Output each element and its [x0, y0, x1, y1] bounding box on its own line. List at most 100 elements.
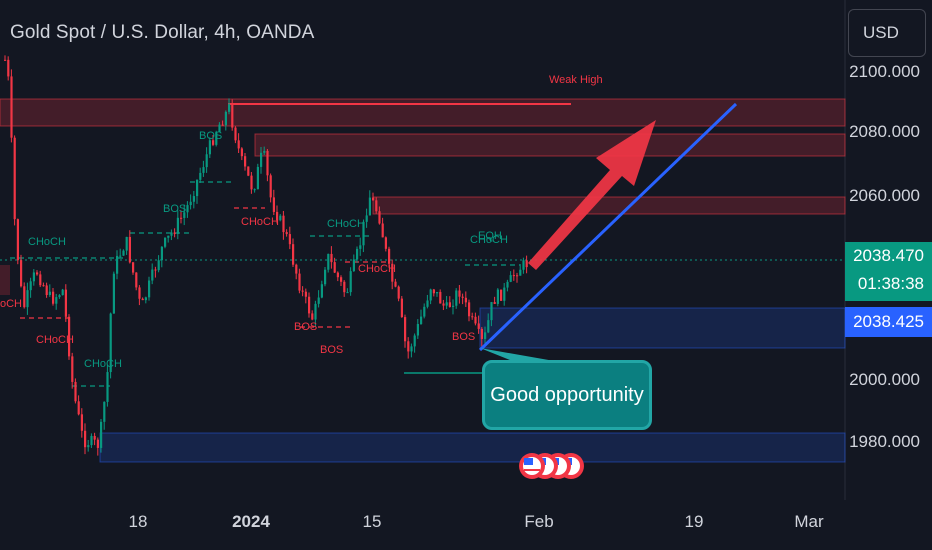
time-tick: 18	[128, 512, 148, 531]
candle-body	[71, 356, 74, 382]
candle-body	[176, 217, 179, 234]
candle-body	[404, 317, 407, 342]
candle-body	[189, 201, 192, 206]
candle-body	[253, 189, 256, 191]
candle-body	[317, 297, 320, 304]
choch-label: CHoCH	[470, 234, 508, 246]
candle-body	[381, 223, 384, 238]
choch-label: CHoCH	[28, 236, 66, 248]
candle-body	[192, 196, 195, 202]
candle-body	[29, 281, 32, 291]
candle-body	[138, 287, 141, 299]
callout-box[interactable]: Good opportunity	[482, 360, 652, 430]
candle-body	[285, 232, 288, 235]
symbol-title[interactable]: Gold Spot / U.S. Dollar, 4h, OANDA	[10, 22, 315, 43]
candle-body	[42, 285, 45, 287]
candle-body	[186, 205, 189, 213]
candle-body	[173, 232, 176, 234]
bos-label: BOS	[294, 321, 318, 333]
candle-body	[474, 316, 477, 324]
candle-body	[205, 154, 208, 168]
candle-body	[391, 263, 394, 282]
choch-label: CHoCH	[327, 218, 365, 230]
candle-body	[199, 172, 202, 180]
economic-events[interactable]	[519, 453, 584, 479]
candle-body	[320, 284, 323, 298]
candle-body	[68, 316, 71, 357]
candle-body	[256, 166, 259, 190]
candle-body	[349, 271, 352, 293]
candle-body	[247, 166, 250, 176]
candle-body	[295, 264, 298, 274]
candle-body	[397, 286, 400, 299]
candle-body	[106, 372, 109, 402]
candle-body	[128, 236, 131, 263]
candle-body	[512, 275, 515, 277]
candle-body	[413, 335, 416, 347]
price-tick: 2080.000	[849, 122, 920, 141]
candle-body	[378, 211, 381, 224]
choch-label: oCH	[0, 298, 23, 310]
candle-body	[452, 305, 455, 307]
candle-body	[215, 132, 218, 145]
choch-label: CHoCH	[36, 334, 74, 346]
candle-body	[180, 217, 183, 219]
candle-body	[48, 291, 51, 296]
candle-body	[13, 137, 16, 220]
candle-body	[61, 289, 64, 296]
trend-line[interactable]	[478, 102, 738, 352]
candle-body	[164, 237, 167, 247]
candle-body	[343, 281, 346, 293]
us-flag-icon[interactable]	[519, 453, 545, 479]
time-tick: 15	[362, 512, 382, 531]
candle-body	[144, 297, 147, 301]
candle-body	[455, 290, 458, 306]
demand-zone	[479, 307, 846, 349]
supply-zone	[0, 265, 10, 295]
candle-body	[503, 287, 506, 301]
candle-body	[432, 289, 435, 294]
candle-body	[301, 290, 304, 292]
candle-body	[282, 215, 285, 233]
candle-body	[64, 289, 67, 317]
candle-body	[477, 323, 480, 329]
candle-body	[368, 197, 371, 216]
candle-body	[26, 290, 29, 308]
candle-body	[93, 435, 96, 440]
candle-body	[170, 232, 173, 236]
candle-body	[260, 152, 263, 167]
candle-body	[279, 215, 282, 221]
candle-body	[183, 212, 186, 218]
candle-body	[7, 59, 10, 77]
time-tick: Mar	[794, 512, 824, 531]
candle-body	[269, 175, 272, 198]
candle-body	[218, 124, 221, 133]
candle-body	[487, 320, 490, 333]
candle-body	[304, 291, 307, 297]
bar-countdown: 01:38:38	[857, 274, 924, 293]
candle-body	[410, 346, 413, 352]
candle-body	[500, 289, 503, 301]
price-tick: 1980.000	[849, 432, 920, 451]
bos-label: BOS	[320, 344, 344, 356]
candle-body	[352, 259, 355, 272]
candle-body	[356, 248, 359, 260]
candle-body	[525, 260, 528, 268]
bos-label: BOS	[199, 130, 223, 142]
candle-body	[439, 291, 442, 304]
candle-body	[445, 302, 448, 306]
candle-body	[16, 219, 19, 261]
candle-body	[276, 211, 279, 221]
last-price-value: 2038.470	[853, 246, 924, 265]
candle-body	[314, 303, 317, 320]
supply-zone	[254, 133, 846, 157]
candle-body	[132, 262, 135, 273]
choch-label: CHoCH	[84, 358, 122, 370]
candle-body	[509, 275, 512, 282]
candle-body	[266, 150, 269, 176]
currency-button[interactable]: USD	[848, 9, 926, 57]
candle-body	[461, 296, 464, 298]
bullish-arrow[interactable]	[528, 120, 656, 270]
candle-body	[288, 234, 291, 245]
